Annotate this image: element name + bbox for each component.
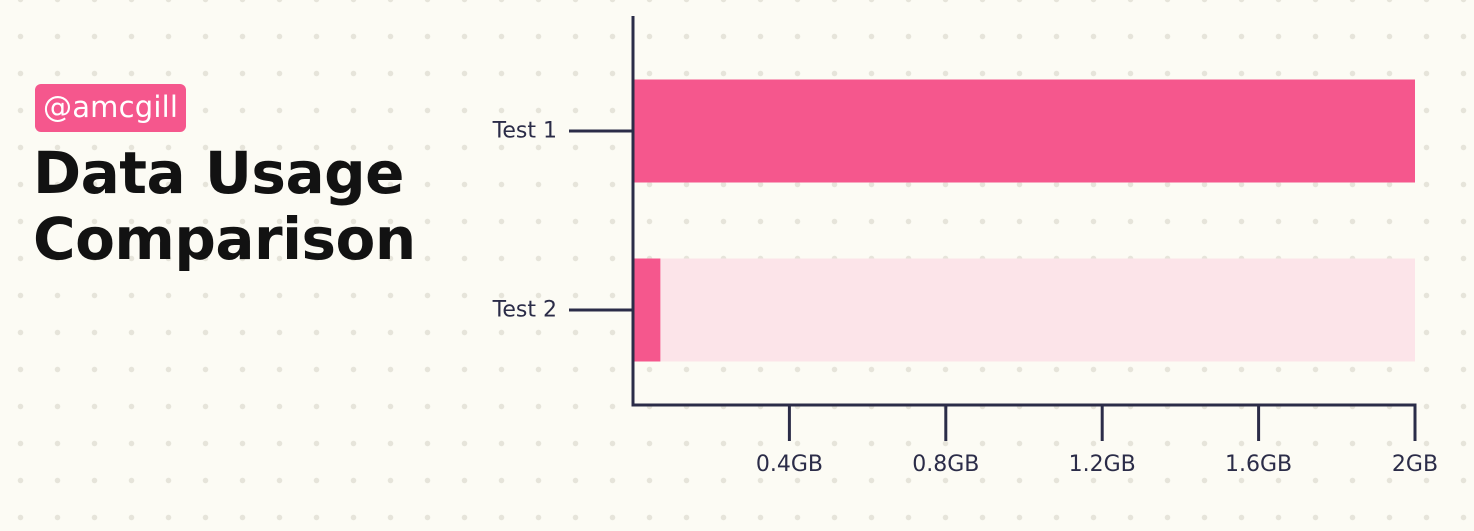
author-handle-badge: @amcgill [35, 84, 187, 132]
bar-2 [633, 258, 661, 362]
x-tick-label-2: 0.8GB [912, 452, 979, 477]
x-tick-label-1: 0.4GB [756, 452, 823, 477]
x-tick-label-4: 1.6GB [1225, 452, 1292, 477]
bar-1 [633, 79, 1415, 183]
x-tick-label-3: 1.2GB [1069, 452, 1136, 477]
title-line-1: Data Usage [33, 139, 404, 207]
page-title: Data Usage Comparison [33, 140, 453, 272]
bar-track-2 [633, 258, 1415, 362]
title-line-2: Comparison [33, 205, 416, 273]
y-tick-label-1: Test 1 [492, 119, 557, 144]
y-tick-label-2: Test 2 [492, 298, 557, 323]
x-tick-label-5: 2GB [1392, 452, 1438, 477]
